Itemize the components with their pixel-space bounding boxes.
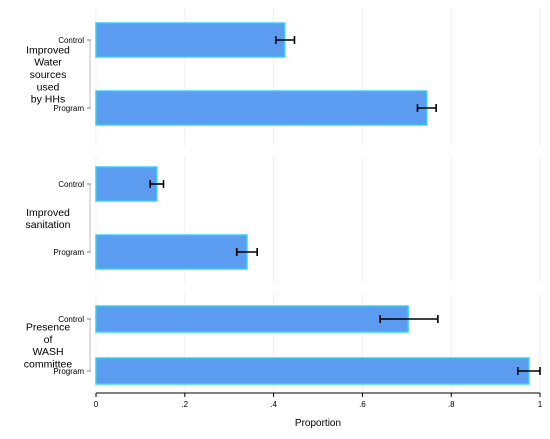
category-label-0-control: Control (58, 36, 84, 45)
gridlines (95, 8, 541, 393)
x-axis: 0 .2 .4 .6 .8 1 (94, 392, 543, 409)
group-label-line-0-2: sources (30, 69, 67, 81)
group-label-line-1-1: sanitation (26, 219, 71, 231)
bar-1-program (95, 234, 248, 270)
error-bars (149, 36, 541, 375)
x-tick-label-0: 0 (94, 400, 99, 409)
group-label-line-2-2: WASH (32, 346, 63, 358)
group-label-1: Improved sanitation (26, 207, 71, 231)
group-label-line-2-1: of (44, 334, 53, 346)
x-tick-label-1: .2 (181, 400, 188, 409)
group-label-line-0-0: Improved (26, 44, 70, 56)
x-tick-label-2: .4 (270, 400, 277, 409)
category-label-1-control: Control (58, 180, 84, 189)
category-label-0-program: Program (53, 104, 84, 113)
bar-1-control (95, 166, 158, 202)
x-tick-label-5: 1 (538, 400, 543, 409)
x-tick-label-3: .6 (359, 400, 366, 409)
group-label-line-0-3: used (37, 81, 60, 93)
bar-0-program (95, 90, 428, 126)
x-axis-title: Proportion (295, 418, 341, 429)
group-label-0: Improved Water sources used by HHs (26, 44, 70, 105)
group-label-line-2-0: Presence (26, 322, 71, 334)
group-label-line-1-0: Improved (26, 207, 70, 219)
group-label-2: Presence of WASH committee (24, 322, 73, 371)
bar-2-program (95, 357, 530, 385)
bar-2-control (95, 305, 409, 333)
group-label-line-2-3: committee (24, 358, 73, 370)
category-label-2-control: Control (58, 315, 84, 324)
category-label-1-program: Program (53, 248, 84, 257)
group-label-line-0-4: by HHs (31, 94, 65, 106)
x-tick-label-4: .8 (448, 400, 455, 409)
group-label-line-0-1: Water (34, 57, 62, 69)
bar-0-control (95, 22, 286, 58)
category-label-2-program: Program (53, 367, 84, 376)
bars (95, 22, 530, 385)
